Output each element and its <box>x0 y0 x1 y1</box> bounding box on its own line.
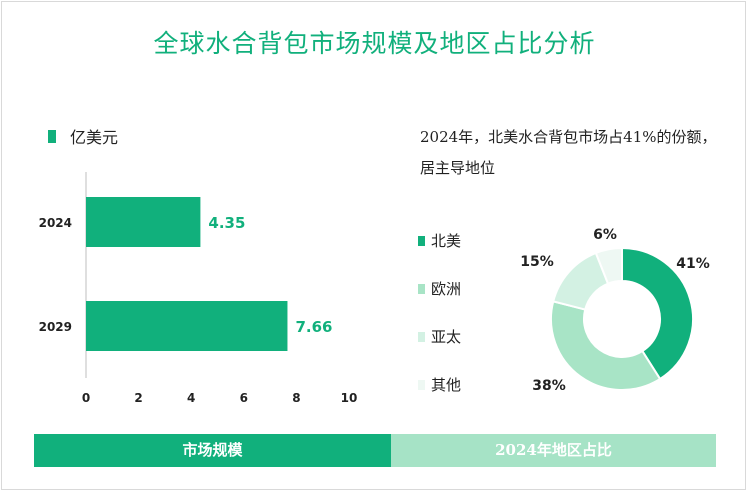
donut-slice-3 <box>594 246 623 285</box>
bar-legend-label: 亿美元 <box>70 128 119 147</box>
bar-legend-swatch <box>48 129 56 143</box>
bar-2029 <box>86 301 288 351</box>
donut-value-label: 6% <box>593 227 617 243</box>
donut-value-label: 15% <box>520 254 554 270</box>
x-tick-label: 4 <box>187 391 195 405</box>
y-tick-label: 2029 <box>39 320 72 334</box>
pie-legend-label: 北美 <box>431 232 462 250</box>
tab-region-share: 2024年地区占比 <box>391 434 716 467</box>
pie-legend-item: 欧洲 <box>418 278 461 299</box>
donut-value-label: 38% <box>532 378 566 394</box>
donut-value-label: 41% <box>676 256 710 272</box>
pie-legend-label: 亚太 <box>431 328 462 346</box>
pie-legend-item: 北美 <box>418 230 461 251</box>
pie-legend-label: 其他 <box>431 376 462 394</box>
pie-legend-label: 欧洲 <box>431 280 462 298</box>
x-tick-label: 2 <box>134 391 142 405</box>
tab-market-size: 市场规模 <box>34 434 391 467</box>
pie-legend-swatch <box>418 235 425 246</box>
donut-slice-0 <box>621 246 694 381</box>
pie-legend-item: 其他 <box>418 374 461 395</box>
donut-chart: 41% 38% 15% 6% <box>520 227 710 394</box>
pie-legend-item: 亚太 <box>418 326 461 347</box>
bar-legend: 亿美元 <box>48 124 118 148</box>
donut-slice-1 <box>550 300 662 391</box>
x-tick-label: 0 <box>82 391 90 405</box>
pie-heading: 2024年，北美水合背包市场占41%的份额，居主导地位 <box>420 128 717 177</box>
y-tick-label: 2024 <box>39 216 72 230</box>
bar-chart: 2024 4.35 2029 7.66 0 2 4 6 8 10 <box>39 172 358 405</box>
pie-legend-swatch <box>418 283 425 294</box>
pie-legend-swatch <box>418 379 425 390</box>
pie-legend-swatch <box>418 331 425 342</box>
bar-value-label: 7.66 <box>295 318 332 336</box>
chart-title: 全球水合背包市场规模及地区占比分析 <box>153 29 596 58</box>
x-tick-label: 10 <box>341 391 358 405</box>
x-tick-label: 6 <box>240 391 248 405</box>
bar-value-label: 4.35 <box>208 214 245 232</box>
bar-2024 <box>86 197 201 247</box>
x-tick-label: 8 <box>292 391 300 405</box>
